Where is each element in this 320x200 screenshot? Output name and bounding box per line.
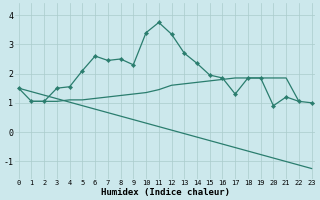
X-axis label: Humidex (Indice chaleur): Humidex (Indice chaleur) xyxy=(101,188,230,197)
